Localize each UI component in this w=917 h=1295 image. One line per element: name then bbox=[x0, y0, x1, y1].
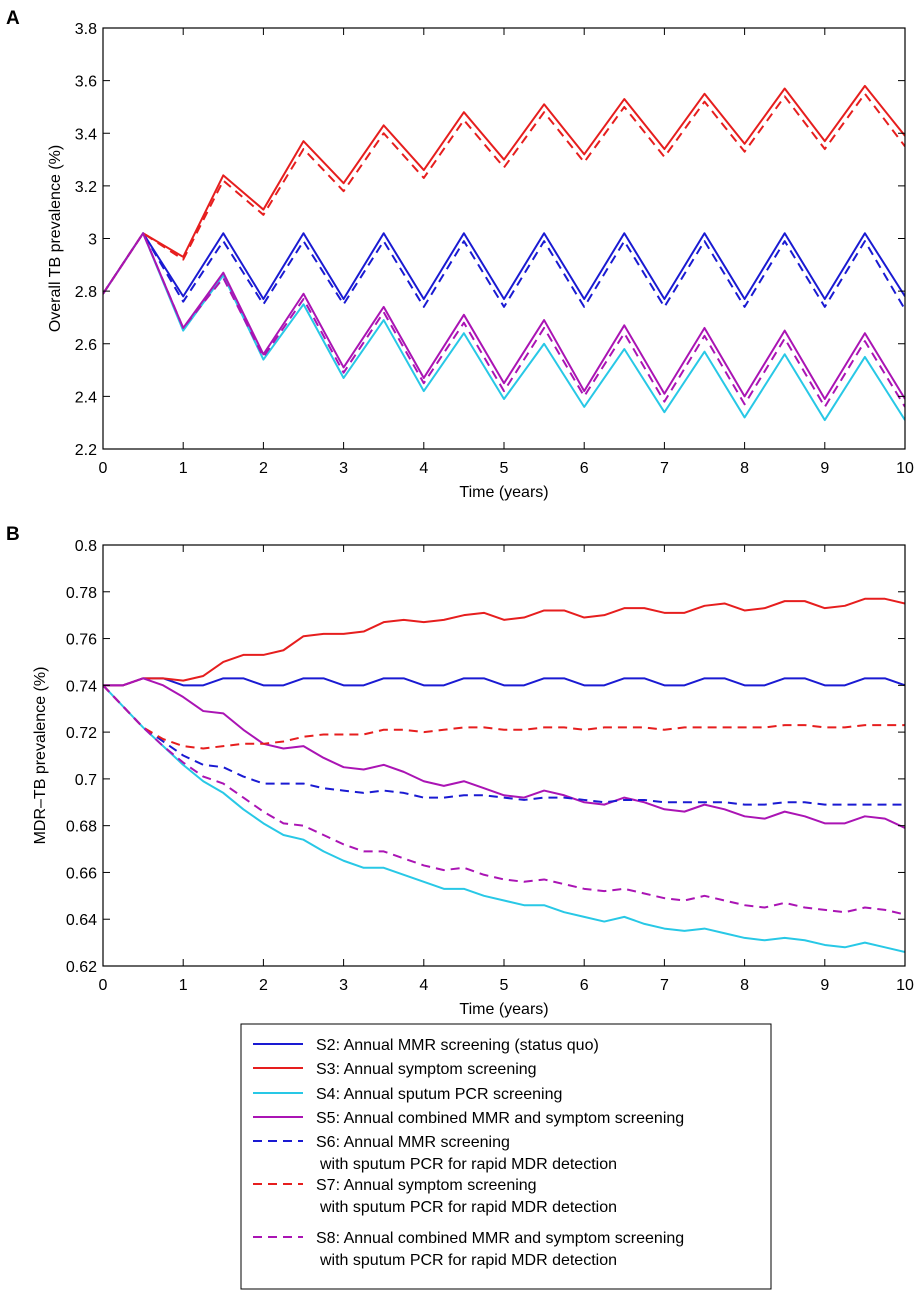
legend-label-s7: with sputum PCR for rapid MDR detection bbox=[319, 1199, 617, 1216]
x-tick-label: 5 bbox=[500, 977, 509, 994]
y-tick-label: 2.2 bbox=[75, 442, 97, 459]
y-tick-label: 3 bbox=[88, 232, 97, 249]
chart-panel-a: A 0 1 2 3 4 5 6 7 8 9 10 2.2 2.4 2.6 2.8 3 3.2 3.4 3.6 3.8 Ti… bbox=[6, 8, 914, 501]
y-tick-label: 0.8 bbox=[75, 538, 97, 555]
y-tick-label: 2.4 bbox=[75, 389, 97, 406]
x-tick-label: 3 bbox=[339, 977, 348, 994]
series-line-s5 bbox=[103, 232, 905, 401]
y-tick-label: 0.62 bbox=[66, 959, 97, 976]
series-line-s5 bbox=[103, 677, 905, 829]
series-lines bbox=[103, 84, 905, 422]
legend-label-s4: S4: Annual sputum PCR screening bbox=[316, 1086, 562, 1103]
y-axis-label: Overall TB prevalence (%) bbox=[47, 145, 64, 332]
series-line-s2 bbox=[103, 677, 905, 687]
x-tick-label: 7 bbox=[660, 460, 669, 477]
y-tick-label: 3.2 bbox=[75, 179, 97, 196]
x-axis-label: Time (years) bbox=[459, 484, 548, 501]
y-tick-label: 0.68 bbox=[66, 819, 97, 836]
x-axis-label: Time (years) bbox=[459, 1001, 548, 1018]
x-tick-label: 4 bbox=[419, 977, 428, 994]
series-line-s7 bbox=[103, 684, 905, 750]
series-line-s4 bbox=[103, 684, 905, 953]
series-line-s7 bbox=[103, 92, 905, 295]
series-line-s2 bbox=[103, 232, 905, 301]
y-tick-label: 0.76 bbox=[66, 632, 97, 649]
x-tick-label: 8 bbox=[740, 460, 749, 477]
x-tick-label: 6 bbox=[580, 460, 589, 477]
x-tick-label: 5 bbox=[500, 460, 509, 477]
legend-label-s6: with sputum PCR for rapid MDR detection bbox=[319, 1156, 617, 1173]
y-tick-label: 3.4 bbox=[75, 126, 97, 143]
x-tick-label: 10 bbox=[896, 460, 914, 477]
panel-label: A bbox=[6, 8, 20, 29]
x-tick-label: 0 bbox=[99, 977, 108, 994]
y-axis-label: MDR–TB prevalence (%) bbox=[32, 667, 49, 845]
series-lines bbox=[103, 597, 905, 953]
series-line-s4 bbox=[103, 232, 905, 422]
x-tick-label: 7 bbox=[660, 977, 669, 994]
x-tick-label: 3 bbox=[339, 460, 348, 477]
x-tick-label: 2 bbox=[259, 460, 268, 477]
legend-label-s5: S5: Annual combined MMR and symptom scre… bbox=[316, 1110, 684, 1127]
x-tick-label: 8 bbox=[740, 977, 749, 994]
x-tick-label: 4 bbox=[419, 460, 428, 477]
y-tick-label: 0.74 bbox=[66, 678, 97, 695]
x-tick-label: 9 bbox=[820, 977, 829, 994]
y-tick-label: 3.6 bbox=[75, 74, 97, 91]
y-tick-label: 0.7 bbox=[75, 772, 97, 789]
axes-box bbox=[102, 544, 906, 967]
legend-label-s6: S6: Annual MMR screening bbox=[316, 1134, 510, 1151]
x-tick-label: 0 bbox=[99, 460, 108, 477]
legend-label-s8: with sputum PCR for rapid MDR detection bbox=[319, 1252, 617, 1269]
x-tick-label: 1 bbox=[179, 460, 188, 477]
y-tick-label: 0.78 bbox=[66, 585, 97, 602]
panel-label: B bbox=[6, 524, 20, 545]
legend-label-s3: S3: Annual symptom screening bbox=[316, 1061, 537, 1078]
legend-label-s7: S7: Annual symptom screening bbox=[316, 1177, 537, 1194]
legend-label-s8: S8: Annual combined MMR and symptom scre… bbox=[316, 1230, 684, 1247]
legend-box bbox=[240, 1023, 772, 1290]
series-line-s8 bbox=[103, 684, 905, 916]
series-line-s6 bbox=[103, 232, 905, 311]
legend-label-s2: S2: Annual MMR screening (status quo) bbox=[316, 1037, 599, 1054]
axes-box bbox=[102, 27, 906, 450]
y-tick-label: 3.8 bbox=[75, 21, 97, 38]
series-line-s3 bbox=[103, 597, 905, 687]
y-tick-label: 2.8 bbox=[75, 284, 97, 301]
series-line-s3 bbox=[103, 84, 905, 295]
y-tick-label: 2.6 bbox=[75, 337, 97, 354]
y-tick-label: 0.64 bbox=[66, 912, 97, 929]
x-tick-label: 1 bbox=[179, 977, 188, 994]
y-tick-label: 0.66 bbox=[66, 865, 97, 882]
chart-panel-b: B 0 1 2 3 4 5 6 7 8 9 10 0.62 0.64 0.66 0.68 0.7 0.72 0.74… bbox=[6, 524, 914, 1018]
series-line-s6 bbox=[103, 684, 905, 806]
legend: S2: Annual MMR screening (status quo) S3:… bbox=[240, 1023, 772, 1290]
y-tick-label: 0.72 bbox=[66, 725, 97, 742]
x-tick-label: 9 bbox=[820, 460, 829, 477]
x-tick-label: 6 bbox=[580, 977, 589, 994]
x-tick-label: 2 bbox=[259, 977, 268, 994]
series-line-s8 bbox=[103, 232, 905, 408]
x-tick-label: 10 bbox=[896, 977, 914, 994]
